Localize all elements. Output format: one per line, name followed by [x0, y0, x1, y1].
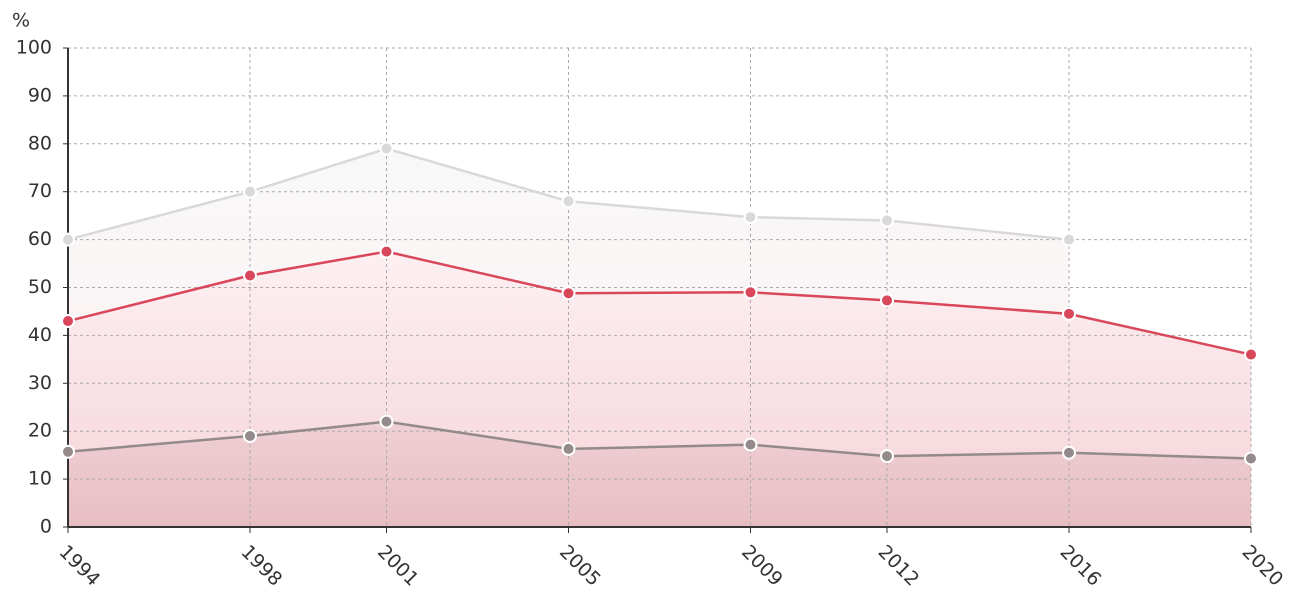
marker: [1244, 347, 1258, 362]
marker: [1062, 306, 1076, 321]
x-tick-label: 1998: [237, 541, 287, 591]
x-tick-label: 1994: [55, 541, 105, 591]
marker: [379, 244, 394, 259]
marker: [61, 314, 75, 329]
y-tick-label: 80: [28, 132, 52, 154]
marker: [743, 437, 758, 452]
marker: [61, 232, 75, 247]
marker: [561, 441, 576, 456]
marker: [880, 449, 894, 464]
y-tick-label: 0: [40, 516, 52, 538]
y-tick-label: 70: [28, 180, 52, 202]
marker: [243, 428, 257, 443]
marker: [243, 268, 257, 283]
y-tick-label: 50: [28, 276, 52, 298]
x-tick-label: 2020: [1238, 541, 1288, 591]
y-tick-label: 90: [28, 84, 52, 106]
x-tick-label: 2009: [737, 541, 787, 591]
marker: [1062, 445, 1076, 460]
x-tick-label: 2012: [874, 541, 924, 591]
marker: [880, 293, 894, 308]
y-tick-label: 10: [28, 468, 52, 490]
y-tick-label: 20: [28, 420, 52, 442]
y-unit: %: [12, 10, 30, 32]
line: [67, 420, 1252, 460]
marker: [1244, 451, 1258, 466]
x-tick-label: 2005: [555, 541, 605, 591]
marker: [561, 286, 576, 301]
y-tick-label: 60: [28, 228, 52, 250]
x-tick-label: 2001: [373, 541, 423, 591]
y-tick-label: 100: [16, 37, 52, 59]
y-tick-label: 30: [28, 372, 52, 394]
marker: [880, 213, 894, 228]
marker: [379, 141, 394, 156]
marker: [61, 444, 75, 459]
line: [67, 250, 1252, 356]
marker: [243, 184, 257, 199]
area: [68, 421, 1251, 527]
y-tick-label: 40: [28, 324, 52, 346]
marker: [1062, 232, 1076, 247]
marker: [379, 414, 394, 429]
marker: [743, 285, 758, 300]
marker: [743, 210, 758, 225]
x-tick-label: 2016: [1056, 541, 1106, 591]
marker: [561, 194, 576, 209]
